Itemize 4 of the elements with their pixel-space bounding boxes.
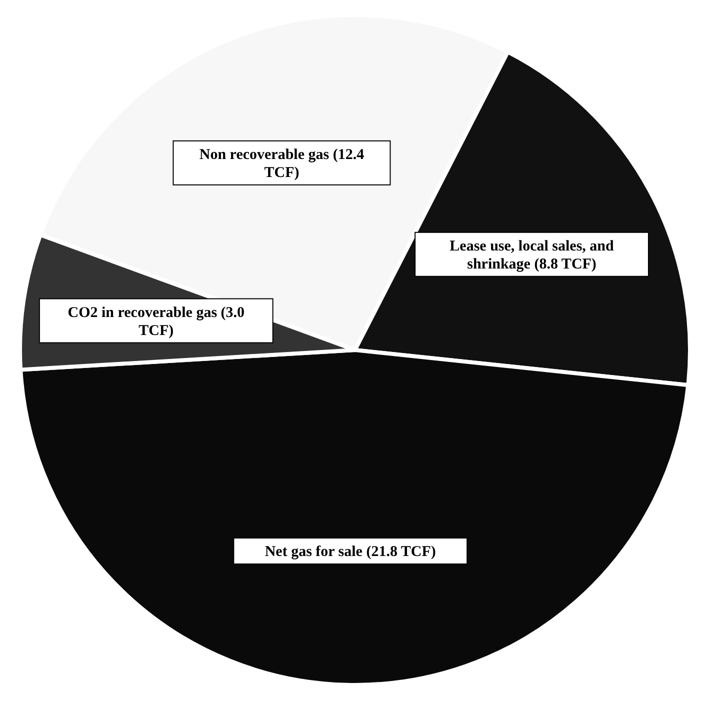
slice-label: Non recoverable gas (12.4 TCF) (199, 146, 365, 181)
slice-label: CO2 in recoverable gas (3.0 TCF) (68, 304, 245, 339)
slice-label: Lease use, local sales, and shrinkage (8.8 TCF) (450, 238, 615, 272)
slice-label: Net gas for sale (21.8 TCF) (264, 544, 436, 560)
